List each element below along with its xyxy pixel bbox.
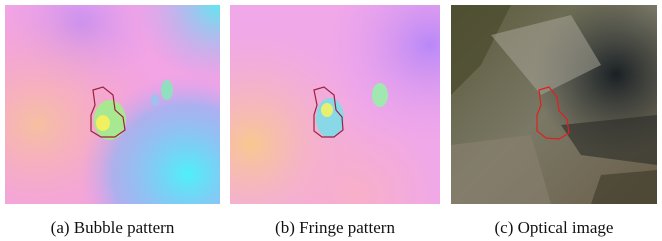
bubble-pattern-image — [5, 5, 220, 204]
caption: (b) Fringe pattern — [230, 218, 440, 238]
caption: (a) Bubble pattern — [5, 218, 220, 238]
figure: (a) Bubble pattern (b) Fringe pattern (c… — [0, 0, 662, 241]
caption: (c) Optical image — [451, 218, 657, 238]
optical-image — [451, 5, 657, 204]
fringe-pattern-image — [230, 5, 440, 204]
